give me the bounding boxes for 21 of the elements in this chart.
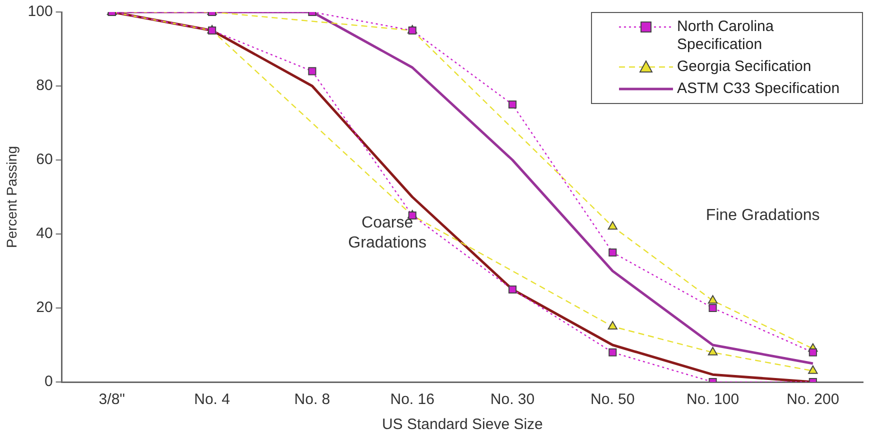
x-tick-label: No. 8 <box>294 391 330 408</box>
annotation: Fine Gradations <box>706 206 820 224</box>
x-tick-label: No. 50 <box>590 391 635 408</box>
y-tick-label: 80 <box>36 77 53 94</box>
y-tick-label: 100 <box>28 3 53 20</box>
legend-label: North Carolina Specification <box>677 18 774 54</box>
x-tick-label: 3/8" <box>98 391 125 408</box>
x-tick-label: No. 30 <box>490 391 535 408</box>
y-tick-label: 60 <box>36 151 53 168</box>
x-tick-label: No. 16 <box>390 391 434 408</box>
legend-label: ASTM C33 Specification <box>677 80 840 98</box>
x-tick-label: No. 100 <box>686 391 740 408</box>
annotation: Coarse Gradations <box>348 214 426 252</box>
y-axis-title: Percent Passing <box>3 146 20 248</box>
x-axis-title: US Standard Sieve Size <box>382 416 543 434</box>
x-tick-label: No. 200 <box>786 391 840 408</box>
y-tick-label: 40 <box>36 225 53 242</box>
x-tick-label: No. 4 <box>194 391 230 408</box>
y-tick-label: 20 <box>36 299 53 316</box>
legend-label: Georgia Secification <box>677 58 812 76</box>
y-tick-label: 0 <box>44 373 53 390</box>
